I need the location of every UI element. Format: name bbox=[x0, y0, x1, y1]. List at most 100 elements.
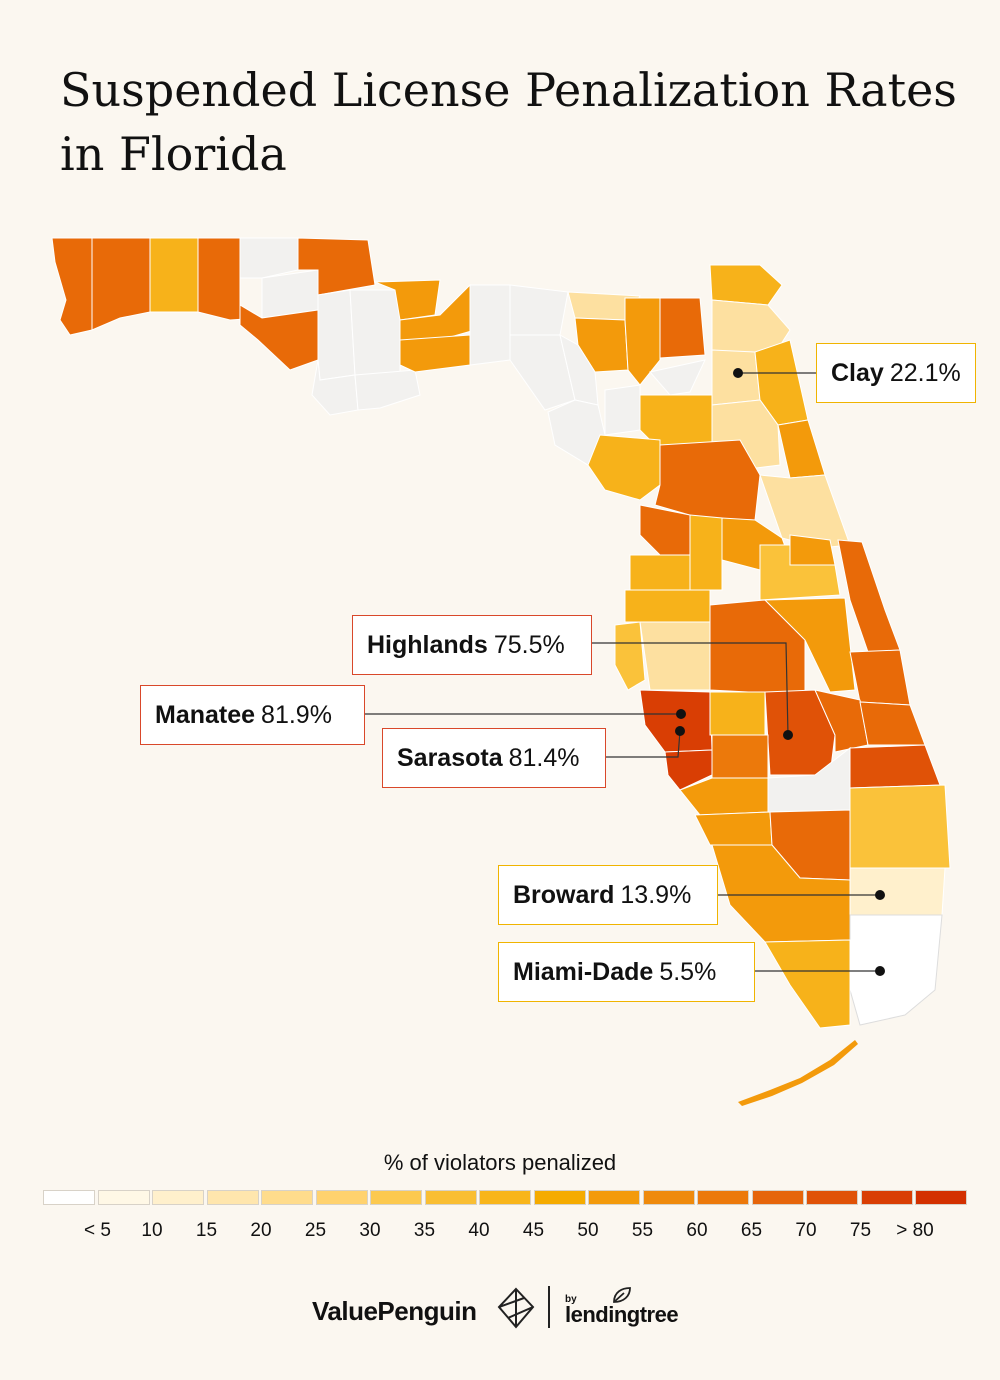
county-hillsborough bbox=[639, 621, 711, 691]
callout-value: 81.9% bbox=[261, 700, 332, 729]
legend-swatch bbox=[206, 1190, 259, 1205]
broward-marker bbox=[875, 890, 885, 900]
county-marion bbox=[654, 439, 761, 521]
clay-marker bbox=[733, 368, 743, 378]
callout-county: Clay bbox=[831, 358, 884, 387]
county-bay bbox=[239, 304, 319, 371]
callout-county: Broward bbox=[513, 880, 615, 909]
county-pasco bbox=[624, 589, 711, 623]
legend-swatch bbox=[806, 1190, 858, 1205]
county-hardee bbox=[709, 691, 766, 736]
county-nassau bbox=[709, 264, 783, 306]
callout-value: 75.5% bbox=[493, 630, 565, 659]
legend-label: 75 bbox=[849, 1220, 872, 1241]
legend-swatch bbox=[370, 1190, 422, 1205]
legend-label: 50 bbox=[577, 1220, 599, 1241]
county-hernando bbox=[629, 554, 691, 591]
legend-swatches bbox=[43, 1190, 970, 1205]
county-wakulla bbox=[399, 334, 471, 373]
legend-label: 20 bbox=[250, 1220, 272, 1241]
legend-swatch bbox=[479, 1190, 531, 1205]
county-miami-dade bbox=[849, 914, 943, 1026]
county-okaloosa bbox=[149, 237, 199, 313]
valuepenguin-logo-text: ValuePenguin bbox=[312, 1296, 477, 1326]
legend-swatch bbox=[860, 1190, 913, 1205]
county-gilchrist bbox=[604, 384, 641, 436]
callout-county: Sarasota bbox=[397, 743, 503, 772]
callout-value: 22.1% bbox=[889, 358, 961, 387]
county-escambia bbox=[51, 237, 93, 336]
county-sumter bbox=[689, 514, 723, 591]
callout-county: Highlands bbox=[367, 630, 488, 659]
callout-value: 13.9% bbox=[620, 880, 692, 909]
callout-highlands: Highlands 75.5% bbox=[352, 615, 592, 675]
county-pinellas bbox=[614, 621, 646, 691]
brand-footer: ValuePenguin by lendingtree bbox=[0, 1284, 1000, 1334]
county-flagler bbox=[777, 419, 826, 479]
legend-swatch bbox=[642, 1190, 695, 1205]
county-taylor bbox=[509, 334, 576, 411]
county-suwannee bbox=[574, 317, 629, 373]
callout-manatee: Manatee 81.9% bbox=[140, 685, 365, 745]
legend-label: > 80 bbox=[896, 1220, 934, 1241]
manatee-marker bbox=[676, 709, 686, 719]
callout-value: 5.5% bbox=[659, 957, 717, 986]
county-seminole bbox=[789, 534, 836, 566]
county-baker bbox=[659, 297, 706, 359]
legend-label: 25 bbox=[304, 1220, 327, 1241]
callout-miami-dade: Miami-Dade 5.5% bbox=[498, 942, 755, 1002]
county-jefferson bbox=[469, 284, 511, 366]
legend-title: % of violators penalized bbox=[383, 1150, 617, 1175]
legend-label: 55 bbox=[631, 1220, 654, 1241]
legend-swatch bbox=[588, 1190, 640, 1205]
county-franklin bbox=[354, 369, 421, 411]
county-madison bbox=[509, 284, 569, 336]
legend-swatch bbox=[424, 1190, 477, 1205]
penguin-logo-icon bbox=[497, 1287, 535, 1329]
legend-swatch bbox=[315, 1190, 368, 1205]
legend-swatch bbox=[152, 1190, 204, 1205]
callout-county: Miami-Dade bbox=[513, 957, 654, 986]
county-palm-beach bbox=[849, 744, 941, 789]
county-broward bbox=[849, 867, 946, 916]
legend-label: 65 bbox=[740, 1220, 763, 1241]
legend-label: 40 bbox=[468, 1220, 490, 1241]
legend-label: 70 bbox=[795, 1220, 817, 1241]
county-collier bbox=[711, 844, 851, 943]
county-st-lucie-martin bbox=[859, 701, 926, 746]
callout-county: Manatee bbox=[155, 700, 256, 729]
sarasota-marker bbox=[675, 726, 685, 736]
florida-keys bbox=[738, 1040, 858, 1106]
page-title: Suspended License Penalization Rates in … bbox=[60, 63, 957, 181]
legend-swatch bbox=[915, 1190, 967, 1205]
legend-label: < 5 bbox=[84, 1220, 111, 1241]
legend-swatch bbox=[533, 1190, 586, 1205]
legend-labels: < 5 10 15 20 25 30 35 40 45 50 55 60 65 70 75 > 80 bbox=[0, 1220, 1000, 1244]
leaf-logo-icon bbox=[613, 1287, 631, 1303]
county-levy bbox=[587, 434, 661, 501]
legend-swatch bbox=[43, 1190, 95, 1205]
county-polk bbox=[709, 599, 806, 696]
county-indian-river bbox=[849, 649, 911, 706]
county-monroe bbox=[764, 939, 851, 1029]
county-calhoun bbox=[317, 289, 356, 381]
county-charlotte bbox=[679, 777, 769, 816]
legend-swatch bbox=[751, 1190, 804, 1205]
by-text: by bbox=[565, 1294, 577, 1305]
county-union-bradford bbox=[649, 359, 706, 396]
legend-label: 15 bbox=[195, 1220, 218, 1241]
county-osceola bbox=[763, 597, 856, 693]
county-holmes bbox=[239, 237, 299, 279]
miami-dade-marker bbox=[875, 966, 885, 976]
callout-clay: Clay 22.1% bbox=[816, 343, 976, 403]
legend-label: 45 bbox=[522, 1220, 545, 1241]
legend-label: 60 bbox=[686, 1220, 708, 1241]
county-liberty bbox=[349, 289, 401, 376]
lendingtree-logo-text: lendingtree bbox=[565, 1302, 679, 1327]
county-manatee bbox=[639, 689, 713, 753]
callout-broward: Broward 13.9% bbox=[498, 865, 718, 925]
legend-label: 10 bbox=[141, 1220, 163, 1241]
county-highlands bbox=[764, 689, 836, 776]
highlands-marker bbox=[783, 730, 793, 740]
